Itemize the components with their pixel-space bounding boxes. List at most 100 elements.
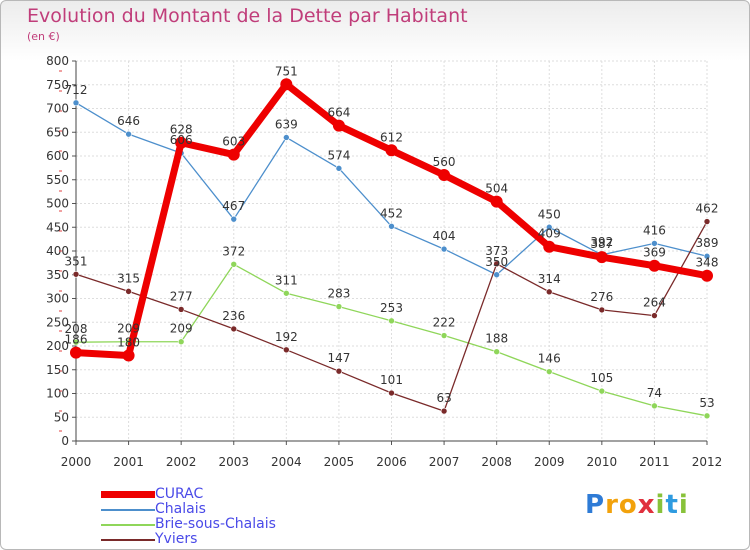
x-tick-label: 2007 <box>429 455 460 469</box>
data-point <box>335 165 343 172</box>
data-point <box>283 346 290 354</box>
data-label: 253 <box>380 301 403 315</box>
data-label: 314 <box>538 272 561 286</box>
data-point <box>335 303 343 310</box>
y-tick-label: 50 <box>54 410 69 424</box>
data-label: 389 <box>696 236 719 250</box>
data-label: 276 <box>590 290 613 304</box>
data-label: 612 <box>380 130 403 144</box>
data-point <box>388 389 395 397</box>
x-tick-label: 2012 <box>692 455 723 469</box>
y-tick-label: 600 <box>46 149 69 163</box>
data-label: 351 <box>65 254 88 268</box>
data-label: 222 <box>433 316 456 330</box>
data-point <box>703 218 711 225</box>
data-point <box>72 338 80 346</box>
data-point <box>545 223 553 231</box>
y-tick-label: 400 <box>46 244 69 258</box>
data-label: 452 <box>380 206 403 220</box>
logo-letter: r <box>605 490 619 520</box>
data-point <box>438 169 451 181</box>
data-label: 639 <box>275 117 298 131</box>
data-label: 236 <box>222 309 245 323</box>
y-tick-label: 450 <box>46 220 69 234</box>
data-point <box>545 288 553 296</box>
data-point <box>125 130 132 138</box>
data-label: 416 <box>643 223 666 237</box>
x-tick-label: 2011 <box>639 455 670 469</box>
data-point <box>493 260 500 268</box>
data-label: 392 <box>590 235 613 249</box>
data-label: 751 <box>275 64 298 78</box>
data-point <box>385 144 398 157</box>
data-label: 712 <box>65 83 88 97</box>
logo-letter: P <box>585 490 606 520</box>
data-label: 373 <box>485 244 508 258</box>
y-tick-label: 250 <box>46 315 69 329</box>
data-point <box>493 271 500 279</box>
data-label: 63 <box>436 391 451 405</box>
data-label: 186 <box>65 333 88 347</box>
data-label: 180 <box>117 336 140 350</box>
data-label: 264 <box>643 296 666 310</box>
data-point <box>332 119 345 132</box>
data-label: 404 <box>433 229 456 243</box>
data-point <box>703 252 711 260</box>
x-tick-label: 2008 <box>481 455 512 469</box>
data-label: 209 <box>117 322 140 336</box>
legend-label-brie-sous-chalais: Brie-sous-Chalais <box>155 516 276 532</box>
data-label: 467 <box>222 199 245 213</box>
y-tick-label: 650 <box>46 125 69 139</box>
data-point <box>230 215 238 223</box>
data-label: 646 <box>117 114 140 128</box>
data-point <box>280 78 293 91</box>
data-point <box>490 195 503 208</box>
data-point <box>283 289 290 297</box>
data-point <box>703 412 711 420</box>
data-label: 348 <box>696 256 719 270</box>
data-point <box>227 148 240 161</box>
x-tick-label: 2001 <box>113 455 144 469</box>
data-label: 277 <box>170 289 193 303</box>
legend-label-yviers: Yviers <box>155 531 198 547</box>
data-point <box>598 306 606 314</box>
chart-subtitle: (en €) <box>27 30 60 43</box>
y-tick-label: 100 <box>46 387 69 401</box>
data-label: 283 <box>327 287 350 301</box>
legend-swatch-curac <box>101 491 155 498</box>
data-point <box>175 136 188 149</box>
data-label: 560 <box>433 155 456 169</box>
legend-label-curac: CURAC <box>155 486 204 502</box>
data-point <box>651 312 658 319</box>
data-label: 311 <box>275 273 298 287</box>
data-label: 369 <box>643 246 666 260</box>
data-point <box>595 251 608 264</box>
data-point <box>598 387 606 395</box>
data-point <box>335 367 343 375</box>
data-point <box>125 288 132 295</box>
data-point <box>493 348 500 356</box>
data-point <box>72 99 80 107</box>
data-point <box>440 332 448 339</box>
data-label: 574 <box>327 148 350 162</box>
data-label: 147 <box>327 351 350 365</box>
logo-letter: i <box>678 490 689 520</box>
data-point <box>651 240 658 247</box>
data-label: 105 <box>590 371 613 385</box>
data-label: 628 <box>170 123 193 137</box>
data-label: 450 <box>538 207 561 221</box>
data-label: 74 <box>647 386 662 400</box>
data-point <box>177 306 185 313</box>
chart-title: Evolution du Montant de la Dette par Hab… <box>27 5 468 27</box>
x-tick-label: 2010 <box>587 455 618 469</box>
y-tick-label: 700 <box>46 102 69 116</box>
y-tick-label: 0 <box>61 434 69 448</box>
logo-letter: o <box>618 490 638 520</box>
y-tick-label: 150 <box>46 363 69 377</box>
logo-letter: i <box>655 490 666 520</box>
data-label: 350 <box>485 255 508 269</box>
data-label: 409 <box>538 227 561 241</box>
x-tick-label: 2002 <box>166 455 197 469</box>
logo-letter: x <box>637 490 656 520</box>
